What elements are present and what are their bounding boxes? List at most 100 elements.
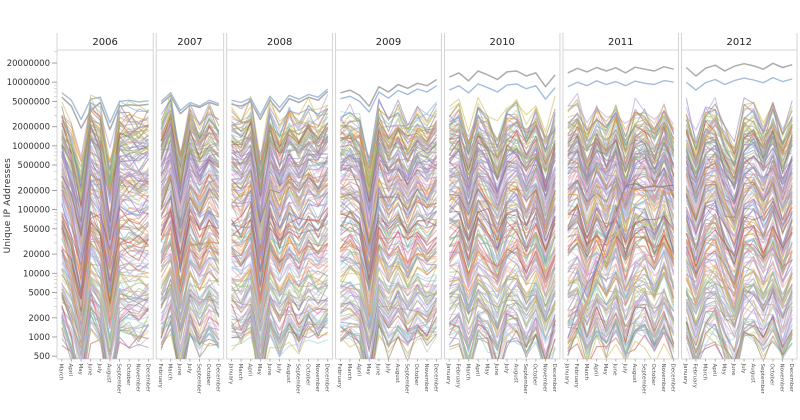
month-tick-label: September — [404, 364, 410, 395]
year-label: 2008 — [267, 37, 292, 48]
series-line — [61, 117, 793, 174]
y-tick-label: 20000000 — [7, 59, 50, 69]
month-tick-label: May — [721, 364, 727, 376]
month-tick-label: November — [541, 364, 547, 393]
y-tick-label: 5000000 — [12, 97, 50, 107]
y-tick-label: 5000 — [28, 288, 50, 298]
month-tick-label: December — [144, 364, 150, 393]
month-tick-label: September — [295, 364, 301, 395]
series-layer — [61, 62, 793, 359]
month-tick-label: April — [355, 364, 361, 377]
month-tick-label: September — [641, 364, 647, 395]
month-tick-label: August — [106, 364, 112, 384]
month-tick-label: June — [266, 363, 272, 377]
month-tick-label: August — [631, 364, 637, 384]
month-tick-label: July — [621, 363, 627, 375]
month-tick-label: June — [86, 363, 92, 377]
month-tick-label: March — [237, 364, 243, 381]
series-line — [61, 180, 793, 296]
month-tick-label: January — [227, 363, 233, 386]
month-tick-label: May — [365, 364, 371, 376]
month-tick-label: December — [788, 364, 794, 393]
year-label: 2006 — [92, 37, 117, 48]
series-line — [61, 298, 793, 359]
series-line — [61, 131, 793, 194]
month-tick-label: March — [58, 364, 64, 381]
series-line — [61, 237, 793, 354]
year-label: 2007 — [177, 37, 202, 48]
month-tick-label: November — [423, 364, 429, 393]
month-tick-label: December — [215, 364, 221, 393]
month-tick-label: March — [346, 364, 352, 381]
month-tick-label: January — [445, 363, 451, 386]
month-tick-label: July — [186, 363, 192, 375]
month-tick-label: February — [455, 364, 461, 389]
month-tick-label: April — [67, 364, 73, 377]
month-tick-label: March — [583, 364, 589, 381]
month-tick-label: June — [493, 363, 499, 377]
series-line — [61, 271, 793, 338]
month-tick-label: July — [503, 363, 509, 375]
y-tick-label: 2000 — [28, 314, 50, 324]
month-tick-label: February — [692, 364, 698, 389]
y-tick-label: 20000 — [23, 250, 50, 260]
highlight-top-gray-line — [61, 62, 793, 131]
series-line — [61, 156, 793, 276]
series-line — [61, 169, 793, 245]
month-tick-label: October — [125, 364, 131, 387]
month-tick-label: October — [650, 364, 656, 387]
month-tick-label: April — [474, 364, 480, 377]
y-tick-label: 500000 — [18, 161, 50, 171]
y-tick-label: 2000000 — [12, 123, 50, 133]
month-tick-label: May — [77, 364, 83, 376]
month-tick-label: May — [484, 364, 490, 376]
series-line — [61, 108, 793, 174]
month-tick-label: July — [740, 363, 746, 375]
series-line — [61, 284, 793, 357]
month-tick-label: August — [285, 364, 291, 384]
year-label: 2012 — [727, 37, 752, 48]
series-line — [61, 307, 793, 359]
month-tick-label: February — [336, 364, 342, 389]
month-tick-label: April — [711, 364, 717, 377]
month-tick-label: May — [256, 364, 262, 376]
month-tick-label: September — [195, 364, 201, 395]
month-tick-label: March — [701, 364, 707, 381]
month-tick-label: November — [135, 364, 141, 393]
month-tick-label: April — [247, 364, 253, 377]
month-tick-label: August — [512, 364, 518, 384]
month-tick-label: October — [205, 364, 211, 387]
month-tick-label: June — [730, 363, 736, 377]
month-tick-label: October — [413, 364, 419, 387]
month-tick-label: January — [564, 363, 570, 386]
month-tick-label: June — [612, 363, 618, 377]
y-tick-label: 100000 — [18, 206, 50, 216]
month-tick-label: July — [96, 363, 102, 375]
month-tick-label: December — [669, 364, 675, 393]
month-tick-label: September — [759, 364, 765, 395]
month-tick-label: May — [602, 364, 608, 376]
series-line — [61, 209, 793, 300]
month-tick-label: March — [464, 364, 470, 381]
series-line — [61, 201, 793, 265]
month-tick-label: November — [314, 364, 320, 393]
y-tick-label: 1000000 — [12, 142, 50, 152]
month-tick-label: September — [115, 364, 121, 395]
y-tick-label: 50000 — [23, 225, 50, 235]
month-tick-label: November — [660, 364, 666, 393]
y-tick-label: 500 — [34, 352, 50, 362]
month-tick-label: October — [769, 364, 775, 387]
riser-line — [567, 184, 674, 339]
series-line — [61, 241, 793, 323]
series-line — [61, 101, 793, 164]
month-tick-label: June — [375, 363, 381, 377]
y-tick-label: 10000 — [23, 269, 50, 279]
riser-line — [567, 213, 674, 349]
month-tick-label: April — [592, 364, 598, 377]
year-label: 2010 — [489, 37, 514, 48]
month-tick-label: July — [275, 363, 281, 375]
month-tick-label: December — [324, 364, 330, 393]
